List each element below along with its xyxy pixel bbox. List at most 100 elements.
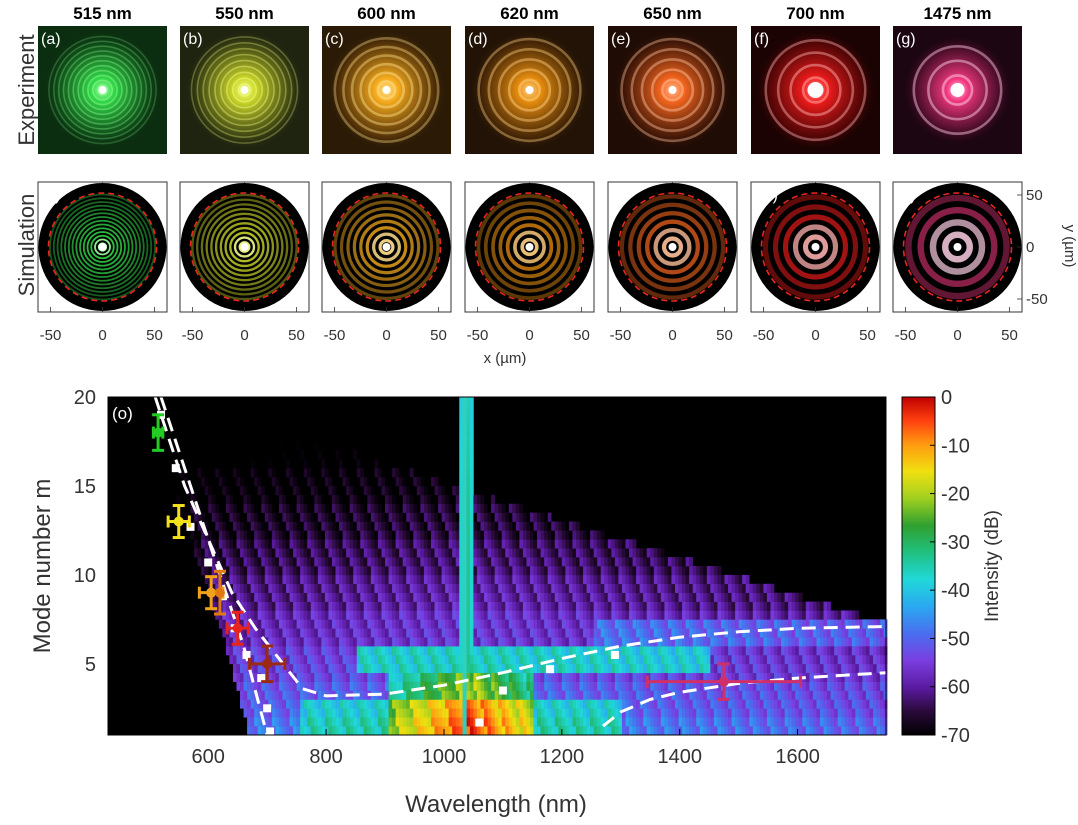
heatmap-cell (689, 637, 693, 647)
heatmap-cell (685, 574, 690, 585)
heatmap-cell (533, 566, 538, 576)
heatmap-cell (459, 450, 464, 460)
heatmap-cell (342, 708, 347, 718)
heatmap-cell (321, 619, 326, 629)
heatmap-cell (703, 628, 708, 638)
colorbar-tick-label: -60 (941, 677, 970, 699)
heatmap-cell (819, 699, 824, 709)
heatmap-cell (802, 681, 807, 691)
heatmap-cell (278, 566, 283, 576)
heatmap-cell (494, 557, 499, 567)
heatmap-cell (491, 619, 495, 629)
heatmap-cell (664, 583, 669, 593)
heatmap-cell (282, 583, 287, 593)
heatmap-cell (367, 592, 372, 602)
heatmap-cell (430, 654, 435, 665)
heatmap-cell (505, 646, 510, 656)
heatmap-cell (402, 557, 407, 567)
heatmap-cell (558, 583, 563, 593)
heatmap-cell (363, 628, 368, 638)
heatmap-cell (452, 699, 457, 709)
heatmap-cell (703, 672, 708, 682)
heatmap-cell (445, 637, 449, 647)
heatmap-cell (575, 530, 580, 540)
heatmap-cell (385, 690, 389, 700)
heatmap-cell (476, 699, 481, 709)
heatmap-cell (296, 503, 301, 513)
heatmap-cell (360, 699, 365, 709)
heatmap-cell (194, 512, 198, 522)
heatmap-cell (823, 681, 828, 691)
heatmap-cell (264, 583, 269, 593)
heatmap-cell (275, 637, 280, 647)
heatmap-cell (600, 628, 605, 638)
heatmap-cell (423, 601, 428, 611)
sim-ring (200, 203, 289, 291)
heatmap-cell (738, 583, 743, 593)
heatmap-cell (540, 574, 545, 585)
heatmap-cell (752, 717, 757, 727)
heatmap-cell (469, 699, 474, 709)
heatmap-cell (770, 646, 775, 656)
heatmap-cell (851, 619, 856, 629)
heatmap-cell (484, 503, 488, 513)
heatmap-cell (597, 548, 602, 558)
heatmap-cell (862, 619, 867, 629)
heatmap-cell (558, 628, 563, 638)
heatmap-cell (430, 530, 435, 540)
x-tick-label: -50 (753, 327, 775, 344)
heatmap-cell (689, 717, 693, 727)
heatmap-cell (611, 548, 616, 558)
heatmap-cell (544, 610, 548, 620)
heatmap-cell (423, 521, 428, 531)
heatmap-cell (484, 521, 488, 531)
exp-ring (801, 76, 830, 104)
heatmap-cell (593, 548, 598, 558)
heatmap-cell (632, 654, 637, 665)
heatmap-cell (296, 690, 301, 700)
sim-ring (372, 232, 401, 262)
heatmap-cell (445, 530, 449, 540)
heatmap-cell (367, 548, 372, 558)
heatmap-cell (699, 717, 704, 727)
heatmap-cell (321, 583, 326, 593)
heatmap-cell (402, 601, 407, 611)
heatmap-cell (547, 574, 552, 585)
heatmap-cell (455, 592, 460, 602)
heatmap-cell (395, 521, 400, 531)
heatmap-cell (466, 468, 471, 478)
heatmap-cell (324, 530, 329, 540)
heatmap-cell (409, 619, 414, 629)
heatmap-cell (222, 539, 227, 549)
heatmap-cell (551, 548, 556, 558)
heatmap-cell (671, 663, 676, 674)
heatmap-cell (519, 610, 524, 620)
heatmap-cell (271, 512, 276, 522)
heatmap-cell (575, 539, 580, 549)
heatmap-cell (240, 512, 244, 522)
heatmap-cell (639, 637, 644, 647)
heatmap-cell (844, 690, 849, 700)
heatmap-cell (650, 654, 655, 665)
heatmap-cell (685, 663, 690, 674)
heatmap-cell (735, 681, 739, 691)
heatmap-cell (784, 619, 789, 629)
heatmap-cell (335, 619, 340, 629)
heatmap-cell (423, 539, 428, 549)
heatmap-cell (678, 681, 683, 691)
heatmap-cell (501, 637, 506, 647)
heatmap-cell (243, 699, 248, 709)
heatmap-cell (466, 459, 471, 469)
heatmap-cell (880, 619, 884, 629)
heatmap-cell (395, 654, 400, 665)
heatmap-cell (519, 619, 524, 629)
heatmap-cell (674, 601, 679, 611)
heatmap-cell (724, 717, 729, 727)
heatmap-cell (834, 663, 838, 674)
heatmap-cell (816, 628, 821, 638)
heatmap-cell (643, 708, 648, 718)
heatmap-cell (756, 681, 761, 691)
heatmap-cell (766, 717, 771, 727)
heatmap-cell (377, 672, 382, 682)
heatmap-cell (236, 592, 241, 602)
